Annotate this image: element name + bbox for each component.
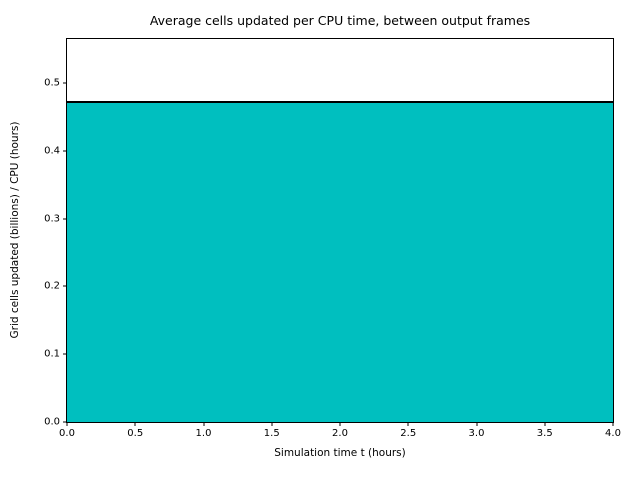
x-tick-mark — [612, 422, 614, 426]
y-tick-mark — [63, 150, 67, 152]
y-tick-mark — [63, 218, 67, 220]
y-tick-label: 0.3 — [44, 213, 60, 225]
y-tick-mark — [63, 421, 67, 423]
x-tick-mark — [203, 422, 204, 426]
x-tick-label: 4.0 — [605, 428, 621, 439]
x-tick-mark — [66, 422, 68, 426]
y-tick-label: 0.0 — [44, 416, 60, 428]
y-tick-label: 0.2 — [44, 280, 60, 292]
x-tick-mark — [134, 422, 136, 426]
y-tick-label: 0.1 — [44, 348, 60, 360]
area-fill-series — [67, 101, 613, 422]
y-tick-label: 0.4 — [44, 145, 60, 157]
plot-area: 0.0 0.5 1.0 1.5 2.0 2.5 3.0 3.5 4.0 0.0 0.1 0.2 0.3… — [44, 38, 621, 439]
y-tick-label: 0.5 — [44, 77, 60, 89]
y-tick-mark — [63, 285, 67, 287]
chart-title: Average cells updated per CPU time, betw… — [149, 13, 531, 28]
x-tick-label: 2.0 — [332, 428, 348, 439]
x-tick-mark — [407, 422, 409, 426]
y-tick-mark — [63, 82, 67, 84]
x-axis-label: Simulation time t (hours) — [274, 447, 406, 459]
y-axis-label: Grid cells updated (billions) / CPU (hou… — [9, 121, 21, 339]
x-tick-label: 1.5 — [263, 428, 280, 439]
x-tick-label: 3.0 — [468, 428, 485, 439]
x-tick-mark — [271, 422, 273, 426]
x-tick-label: 0.5 — [127, 428, 144, 439]
x-tick-mark — [544, 422, 546, 426]
y-tick-mark — [63, 353, 67, 355]
x-tick-mark — [339, 422, 341, 426]
x-tick-label: 1.0 — [195, 428, 212, 439]
x-tick-mark — [476, 422, 477, 426]
x-tick-label: 0.0 — [59, 428, 75, 439]
x-tick-label: 3.5 — [536, 428, 553, 439]
x-tick-label: 2.5 — [400, 428, 417, 439]
